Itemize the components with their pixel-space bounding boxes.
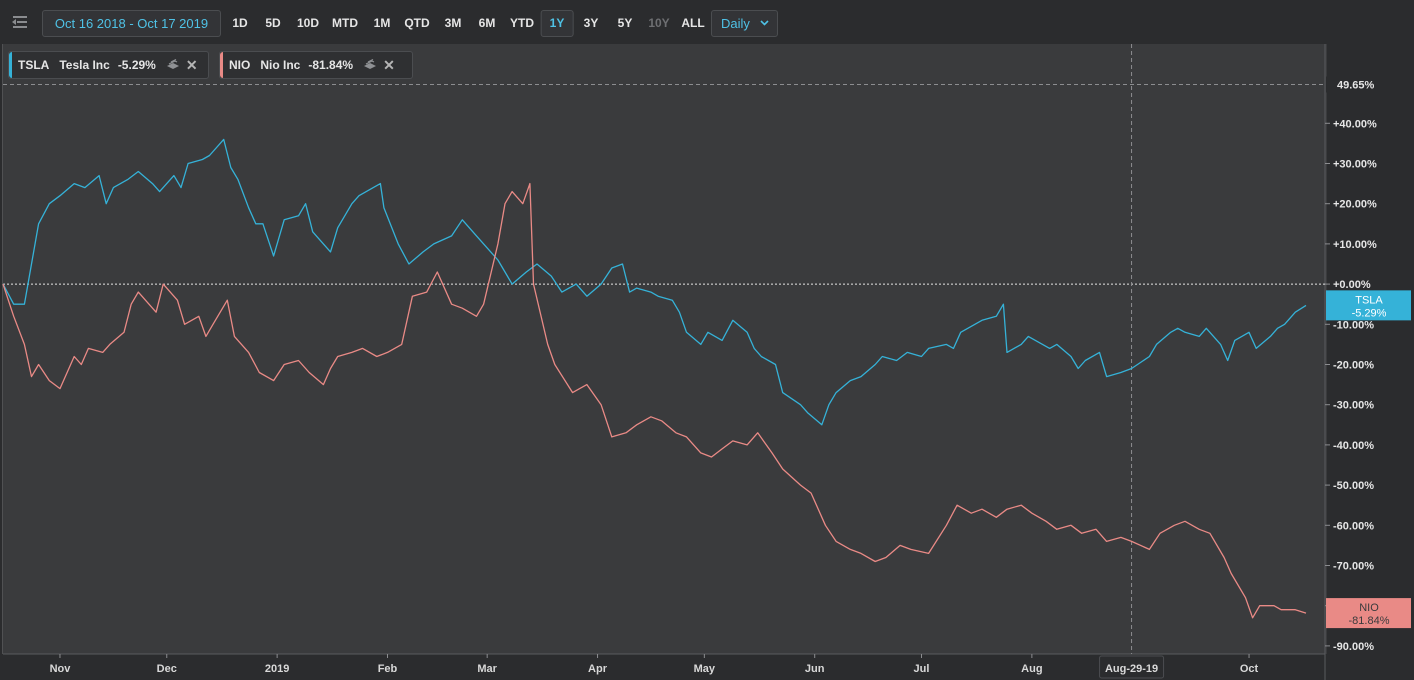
y-tick-label: +10.00% xyxy=(1333,239,1377,251)
period-button-qtd[interactable]: QTD xyxy=(404,16,430,30)
interval-dropdown[interactable]: Daily xyxy=(711,10,778,37)
crosshair-date-label: Aug-29-19 xyxy=(1105,663,1158,675)
y-tick-label: -70.00% xyxy=(1333,560,1374,572)
legend-symbol: NIO xyxy=(229,58,251,72)
chevron-down-icon xyxy=(760,20,769,26)
crosshair-date-box xyxy=(1099,655,1165,679)
chart-panel xyxy=(2,44,1327,654)
x-tick-label: Mar xyxy=(477,663,497,675)
period-button-5y[interactable]: 5Y xyxy=(617,16,633,30)
legend-chip-tsla[interactable]: TSLA Tesla Inc -5.29% ✕ xyxy=(8,51,209,79)
period-button-5d[interactable]: 5D xyxy=(265,16,281,30)
x-tick-label: Feb xyxy=(378,663,398,675)
series-color-bar xyxy=(220,52,223,78)
y-tick-label: -40.00% xyxy=(1333,440,1374,452)
period-button-6m[interactable]: 6M xyxy=(478,16,496,30)
collapse-menu-icon[interactable] xyxy=(10,12,30,32)
series-line-tsla[interactable] xyxy=(2,138,1307,426)
y-tick-label: -10.00% xyxy=(1333,319,1374,331)
close-icon[interactable]: ✕ xyxy=(383,56,395,73)
legend-change: -81.84% xyxy=(308,58,354,72)
x-tick-label: Jul xyxy=(914,663,930,675)
y-tick-label: -60.00% xyxy=(1333,520,1374,532)
x-tick-label: Nov xyxy=(50,663,72,675)
period-button-3y[interactable]: 3Y xyxy=(583,16,599,30)
last-value-tag-nio xyxy=(1326,598,1411,629)
x-tick-label: Jun xyxy=(805,663,825,675)
period-button-ytd[interactable]: YTD xyxy=(510,16,534,30)
period-button-3m[interactable]: 3M xyxy=(444,16,462,30)
y-tick-label: -90.00% xyxy=(1333,641,1374,653)
close-icon[interactable]: ✕ xyxy=(185,56,198,73)
legend-symbol: TSLA xyxy=(18,58,50,72)
layers-icon[interactable] xyxy=(363,59,377,71)
y-tick-label: -30.00% xyxy=(1333,400,1374,412)
toolbar: Oct 16 2018 - Oct 17 2019 1D 5D 10D MTD 1M QT… xyxy=(0,0,1414,46)
crosshair-value-box xyxy=(1326,76,1414,93)
last-value-change: -5.29% xyxy=(1352,307,1387,319)
period-button-10y[interactable]: 10Y xyxy=(648,16,670,30)
x-tick-label: 2019 xyxy=(265,663,289,675)
y-tick-label: -20.00% xyxy=(1333,359,1374,371)
layers-icon[interactable] xyxy=(166,59,180,71)
x-tick-label: Dec xyxy=(157,663,177,675)
legend-name: Nio Inc xyxy=(260,58,301,72)
last-value-change: -81.84% xyxy=(1349,615,1390,627)
y-tick-label: +40.00% xyxy=(1333,118,1377,130)
crosshair-value-label: 49.65% xyxy=(1337,80,1375,92)
y-tick-label: +20.00% xyxy=(1333,199,1377,211)
x-tick-label: Aug xyxy=(1021,663,1042,675)
last-value-symbol: TSLA xyxy=(1355,294,1383,306)
series-line-nio[interactable] xyxy=(2,182,1307,619)
period-button-all[interactable]: ALL xyxy=(681,16,705,30)
series-color-bar xyxy=(9,52,12,78)
period-button-mtd[interactable]: MTD xyxy=(332,16,358,30)
period-button-1m[interactable]: 1M xyxy=(373,16,391,30)
legend-change: -5.29% xyxy=(117,58,156,72)
last-value-symbol: NIO xyxy=(1359,602,1379,614)
x-tick-label: Oct xyxy=(1240,663,1259,675)
interval-label: Daily xyxy=(721,16,750,31)
legend-name: Tesla Inc xyxy=(59,58,110,72)
legend-chip-nio[interactable]: NIO Nio Inc -81.84% ✕ xyxy=(219,51,413,79)
period-button-1y[interactable]: 1Y xyxy=(540,10,574,37)
last-value-tag-tsla xyxy=(1326,290,1411,321)
y-tick-label: +30.00% xyxy=(1333,158,1377,170)
x-tick-label: Apr xyxy=(588,663,608,675)
date-range-picker[interactable]: Oct 16 2018 - Oct 17 2019 xyxy=(42,10,221,37)
period-button-10d[interactable]: 10D xyxy=(296,16,320,30)
y-tick-label: -50.00% xyxy=(1333,480,1374,492)
x-tick-label: May xyxy=(694,663,716,675)
y-tick-label: +0.00% xyxy=(1333,279,1371,291)
period-button-1d[interactable]: 1D xyxy=(232,16,248,30)
